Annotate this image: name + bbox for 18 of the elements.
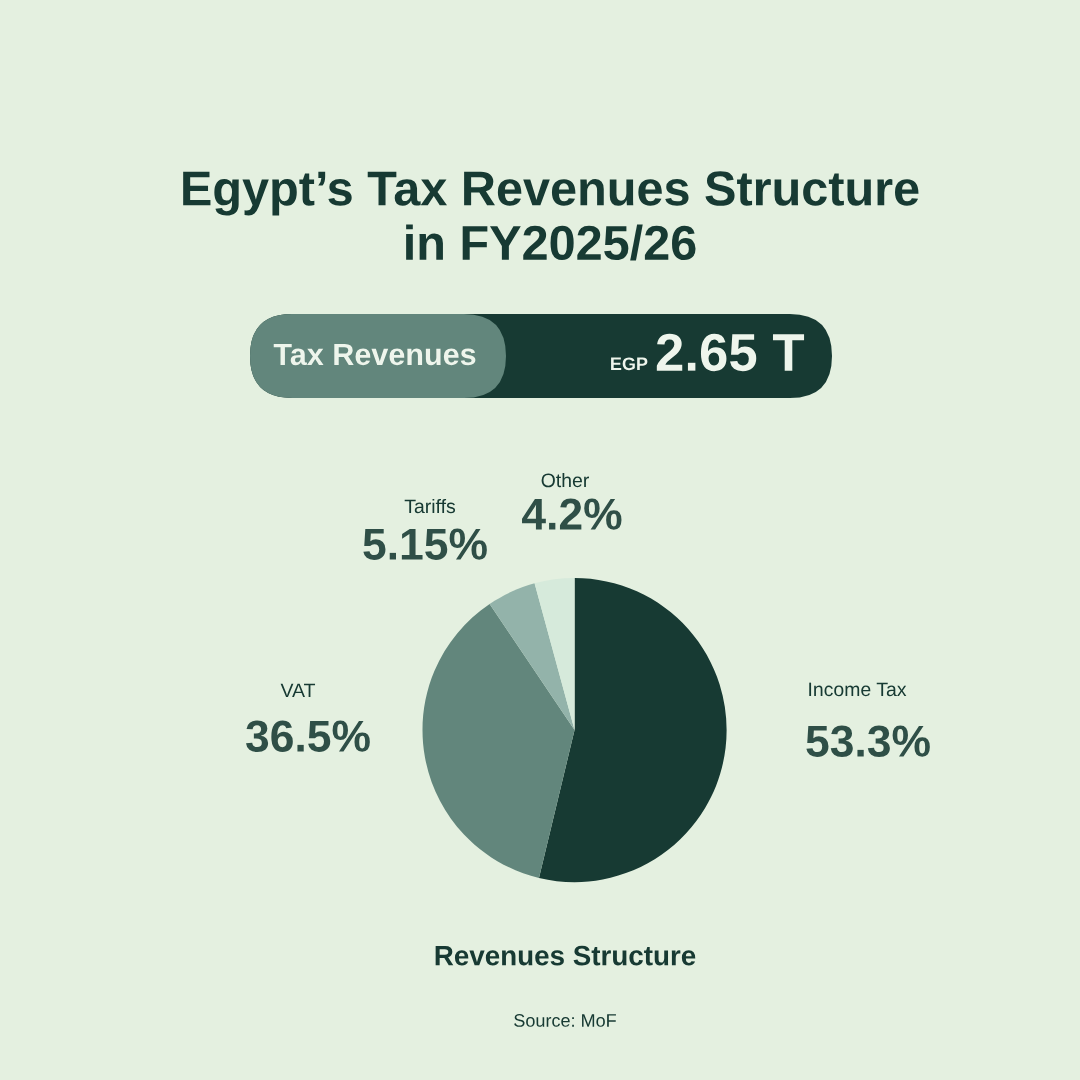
chart-title: Egypt’s Tax Revenues Structure in FY2025/26 bbox=[183, 171, 919, 261]
source-note: Source: MoF bbox=[514, 1014, 616, 1027]
text: Tax Revenues bbox=[273, 343, 476, 366]
pie-slice bbox=[422, 603, 575, 878]
slice-label: Other bbox=[541, 472, 589, 488]
pie-slice bbox=[489, 583, 575, 731]
data-label: 53.3% bbox=[806, 725, 930, 757]
slice-label: Tariffs bbox=[404, 498, 456, 514]
data-label: 36.5% bbox=[246, 720, 370, 752]
slice-label: Income Tax bbox=[809, 682, 907, 697]
pie-slice bbox=[534, 578, 575, 731]
text: 2.65 T bbox=[656, 333, 805, 372]
data-label: 5.15% bbox=[363, 528, 487, 560]
slice-label: VAT bbox=[280, 683, 316, 698]
text: Revenues Structure bbox=[435, 945, 696, 966]
pie-slice bbox=[539, 578, 727, 883]
data-label: 4.2% bbox=[522, 498, 622, 530]
text: EGP bbox=[611, 357, 648, 371]
